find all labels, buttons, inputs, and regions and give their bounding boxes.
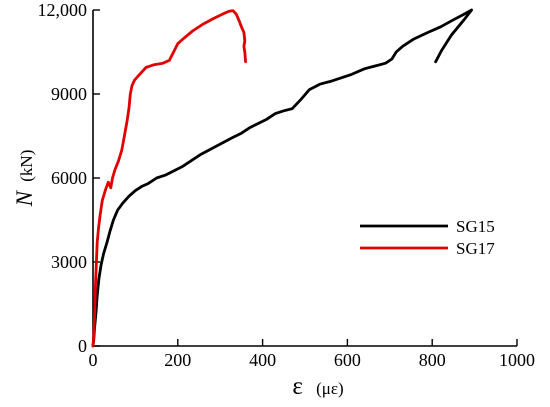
legend: SG15 SG17 [360,217,495,258]
x-axis-ticks: 0 200 400 600 800 1000 [89,339,535,370]
y-axis-title: N (kN) [12,150,37,208]
x-tick-label: 800 [419,350,446,370]
y-axis-unit: (kN) [17,150,36,182]
y-tick-label: 12,000 [38,0,88,20]
x-axis-symbol: ε [292,373,303,400]
y-tick-label: 6000 [51,168,87,188]
series-line-sg15 [91,8,473,348]
x-tick-label: 0 [89,350,98,370]
x-tick-label: 600 [334,350,361,370]
plot-area: 0 200 400 600 800 1000 0 3000 6000 9000 12,000 [38,0,536,370]
x-axis-title: ε (με) [292,373,343,400]
y-tick-label: 9000 [51,84,87,104]
series-layer [91,8,473,348]
x-axis-unit: (με) [316,379,344,398]
x-tick-label: 1000 [499,350,535,370]
x-tick-label: 400 [249,350,276,370]
legend-label-sg15: SG15 [456,217,495,236]
y-tick-label: 3000 [51,252,87,272]
y-axis-ticks: 0 3000 6000 9000 12,000 [38,0,100,356]
x-tick-label: 200 [164,350,191,370]
y-tick-label: 0 [78,336,87,356]
series-line-sg17 [91,9,247,348]
legend-label-sg17: SG17 [456,239,495,258]
y-axis-symbol: N [12,189,37,207]
